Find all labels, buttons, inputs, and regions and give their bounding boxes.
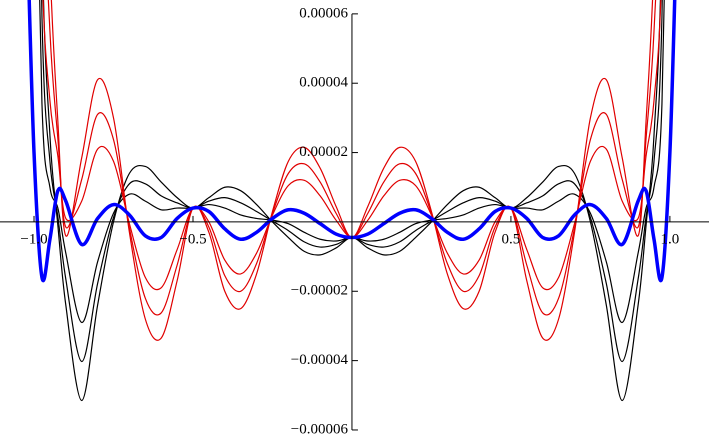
y-tick-label: 0.00004: [299, 75, 348, 91]
x-tick-label: −0.5: [179, 231, 206, 247]
y-tick-label: 0.00006: [299, 5, 348, 21]
y-tick-label: −0.00002: [291, 283, 348, 299]
axes: −0.00006 −0.00004 −0.00002 0.00002 0.00004 0.…: [0, 5, 709, 437]
x-tick-label: 0.5: [502, 231, 521, 247]
y-tick-label: 0.00002: [299, 144, 348, 160]
x-tick-label: 1.0: [661, 231, 680, 247]
y-tick-label: −0.00004: [291, 352, 349, 368]
y-tick-label: −0.00006: [291, 421, 349, 437]
x-tick-label: −1.0: [20, 231, 47, 247]
